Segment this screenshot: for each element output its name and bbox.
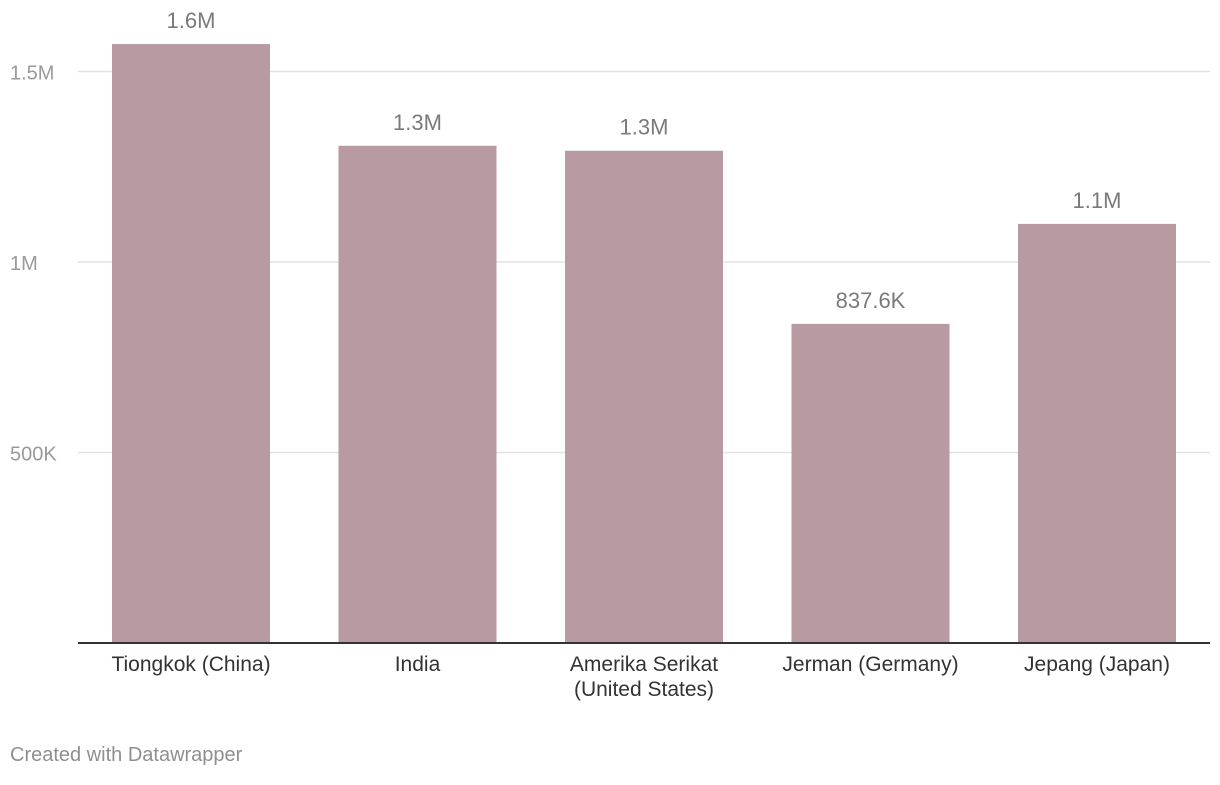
value-label: 1.1M	[1073, 188, 1122, 213]
y-axis-tick-labels: 500K 1M 1.5M	[10, 63, 57, 466]
value-label: 1.3M	[393, 110, 442, 135]
bar	[1018, 223, 1176, 643]
credit-text: Created with Datawrapper	[10, 744, 243, 766]
value-labels: 1.6M 1.3M 1.3M 837.6K 1.1M	[167, 8, 1122, 313]
y-tick-label: 1M	[10, 253, 38, 275]
category-label: Tiongkok (China)	[111, 653, 270, 676]
value-label: 1.3M	[620, 115, 669, 140]
y-tick-label: 1.5M	[10, 63, 54, 85]
bars	[112, 44, 1176, 644]
value-label: 1.6M	[167, 8, 216, 33]
category-label: Jerman (Germany)	[782, 653, 958, 676]
bar	[338, 145, 497, 644]
category-label: Amerika Serikat (United States)	[570, 653, 718, 701]
bar	[791, 323, 950, 643]
bar	[112, 44, 270, 644]
y-tick-label: 500K	[10, 444, 57, 466]
bar	[565, 150, 723, 644]
value-label: 837.6K	[836, 288, 906, 313]
category-label: India	[395, 653, 441, 676]
x-axis-category-labels: Tiongkok (China) India Amerika Serikat (Uni…	[111, 653, 1170, 701]
category-label: Jepang (Japan)	[1024, 653, 1170, 676]
